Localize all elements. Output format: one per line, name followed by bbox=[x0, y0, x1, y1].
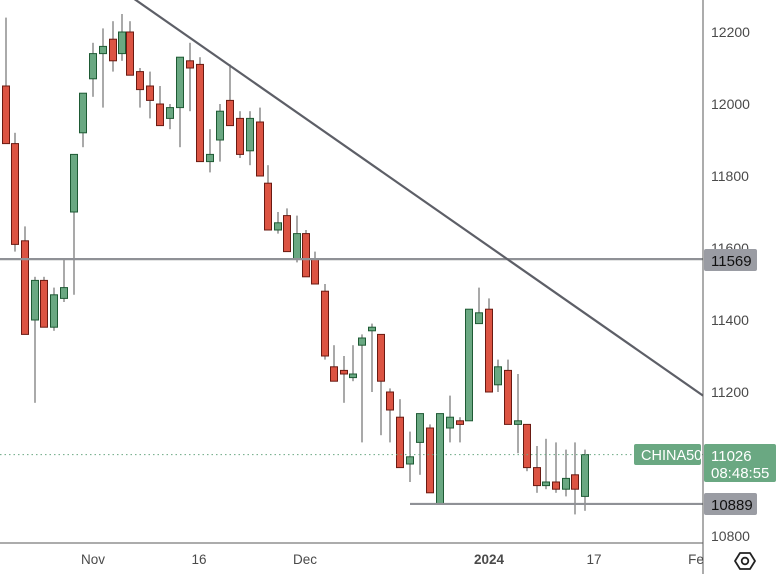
bullish-candle[interactable] bbox=[436, 413, 444, 505]
time-axis-label: 16 bbox=[191, 552, 206, 567]
bearish-candle[interactable] bbox=[396, 399, 404, 469]
bearish-candle[interactable] bbox=[136, 68, 144, 108]
last-price-badge: 11026 bbox=[704, 444, 776, 482]
bearish-candle[interactable] bbox=[11, 132, 19, 252]
level-badge-lower-text: 10889 bbox=[711, 497, 753, 514]
time-axis-label: 2024 bbox=[474, 552, 505, 567]
bullish-candle[interactable] bbox=[542, 438, 550, 490]
bearish-candle[interactable] bbox=[523, 423, 531, 472]
bearish-candle[interactable] bbox=[21, 226, 29, 335]
symbol-badge[interactable]: CHINA50 bbox=[634, 444, 702, 465]
bearish-candle[interactable] bbox=[377, 333, 385, 436]
bullish-candle[interactable] bbox=[494, 359, 502, 392]
bearish-candle[interactable] bbox=[256, 107, 264, 177]
bearish-candle[interactable] bbox=[283, 208, 291, 253]
bullish-candle[interactable] bbox=[176, 56, 184, 148]
bearish-candle[interactable] bbox=[109, 21, 117, 72]
bearish-candle[interactable] bbox=[485, 298, 493, 393]
bullish-candle[interactable] bbox=[406, 431, 414, 482]
bullish-candle[interactable] bbox=[293, 215, 301, 263]
bullish-candle[interactable] bbox=[446, 395, 454, 443]
time-axis-label: Dec bbox=[293, 552, 317, 567]
price-axis-label: 11400 bbox=[711, 312, 749, 328]
bearish-candle[interactable] bbox=[533, 446, 541, 493]
price-axis-label: 10800 bbox=[711, 528, 750, 544]
drawings-layer[interactable] bbox=[0, 0, 704, 506]
bearish-candle[interactable] bbox=[302, 230, 310, 278]
bearish-candle[interactable] bbox=[426, 424, 434, 494]
bullish-candle[interactable] bbox=[79, 92, 87, 148]
bearish-candle[interactable] bbox=[552, 442, 560, 493]
bullish-candle[interactable] bbox=[89, 42, 97, 97]
price-axis-label: 11800 bbox=[711, 168, 749, 184]
bearish-candle[interactable] bbox=[504, 359, 512, 425]
bearish-candle[interactable] bbox=[330, 345, 338, 382]
bearish-candle[interactable] bbox=[456, 417, 464, 443]
bullish-candle[interactable] bbox=[562, 449, 570, 497]
bullish-candle[interactable] bbox=[70, 153, 78, 295]
price-axis-label: 12200 bbox=[711, 24, 750, 40]
bullish-candle[interactable] bbox=[349, 345, 357, 382]
time-axis-label: Nov bbox=[81, 552, 105, 567]
bearish-candle[interactable] bbox=[2, 17, 10, 145]
bearish-candle[interactable] bbox=[196, 57, 204, 163]
bearish-candle[interactable] bbox=[186, 42, 194, 112]
bearish-candle[interactable] bbox=[226, 64, 234, 127]
level-badge-lower: 10889 bbox=[704, 493, 757, 515]
bullish-candle[interactable] bbox=[514, 374, 522, 454]
bearish-candle[interactable] bbox=[264, 165, 272, 231]
bullish-candle[interactable] bbox=[246, 111, 254, 166]
price-axis-label: 11200 bbox=[711, 384, 749, 400]
bearish-candle[interactable] bbox=[40, 276, 48, 328]
time-axis-label: 17 bbox=[586, 552, 601, 567]
level-badge-upper: 11569 bbox=[704, 249, 757, 271]
level-badge-upper-text: 11569 bbox=[711, 253, 752, 270]
bullish-candle[interactable] bbox=[206, 129, 214, 173]
bullish-candle[interactable] bbox=[358, 334, 366, 443]
bearish-candle[interactable] bbox=[386, 388, 394, 443]
bullish-candle[interactable] bbox=[368, 323, 376, 392]
bearish-candle[interactable] bbox=[340, 356, 348, 403]
descending-trendline[interactable] bbox=[130, 0, 704, 397]
bullish-candle[interactable] bbox=[581, 449, 589, 511]
symbol-badge-text: CHINA50 bbox=[641, 448, 702, 464]
bullish-candle[interactable] bbox=[475, 287, 483, 325]
bullish-candle[interactable] bbox=[50, 287, 58, 331]
bullish-candle[interactable] bbox=[166, 104, 174, 130]
bullish-candle[interactable] bbox=[216, 104, 224, 162]
bullish-candle[interactable] bbox=[99, 28, 107, 108]
bearish-candle[interactable] bbox=[571, 442, 579, 515]
bearish-candle[interactable] bbox=[236, 111, 244, 158]
bearish-candle[interactable] bbox=[321, 284, 329, 360]
bullish-candle[interactable] bbox=[31, 276, 39, 403]
bar-countdown-text: 08:48:55 bbox=[711, 465, 769, 482]
bullish-candle[interactable] bbox=[465, 308, 473, 422]
bullish-candle[interactable] bbox=[118, 14, 126, 61]
price-axis-label: 12000 bbox=[711, 96, 750, 112]
bullish-candle[interactable] bbox=[60, 258, 68, 302]
bearish-candle[interactable] bbox=[146, 71, 154, 119]
time-axis[interactable]: Nov 16 Dec 2024 17 Fe bbox=[81, 552, 704, 567]
bearish-candle[interactable] bbox=[311, 251, 319, 285]
last-price-text: 11026 bbox=[711, 448, 752, 465]
bearish-candle[interactable] bbox=[126, 21, 134, 76]
bullish-candle[interactable] bbox=[274, 212, 282, 234]
bullish-candle[interactable] bbox=[416, 413, 424, 475]
bearish-candle[interactable] bbox=[156, 86, 164, 127]
settings-hexagon-icon[interactable] bbox=[734, 552, 756, 570]
plot-area[interactable] bbox=[2, 14, 589, 515]
time-axis-label: Fe bbox=[688, 552, 704, 567]
